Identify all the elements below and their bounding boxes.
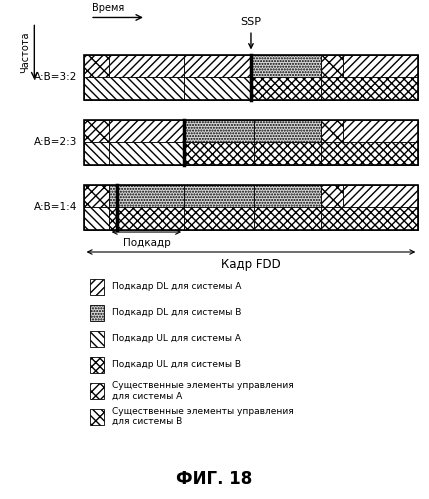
- Text: ФИГ. 18: ФИГ. 18: [176, 470, 253, 488]
- Bar: [184, 142, 254, 165]
- Text: Частота: Частота: [20, 31, 30, 73]
- Bar: [251, 55, 321, 77]
- Text: Существенные элементы управления
для системы B: Существенные элементы управления для сис…: [112, 407, 294, 426]
- Bar: [184, 207, 254, 230]
- Bar: [84, 55, 418, 100]
- Text: Подкадр UL для системы A: Подкадр UL для системы A: [112, 334, 242, 343]
- Bar: [254, 207, 321, 230]
- Text: Подкадр DL для системы A: Подкадр DL для системы A: [112, 282, 242, 291]
- Bar: [90, 331, 104, 347]
- Bar: [184, 185, 254, 207]
- Bar: [184, 120, 254, 142]
- Bar: [184, 55, 251, 77]
- Text: Существенные элементы управления
для системы A: Существенные элементы управления для сис…: [112, 381, 294, 400]
- Bar: [109, 185, 184, 207]
- Bar: [84, 185, 109, 207]
- Bar: [84, 142, 109, 165]
- Bar: [251, 77, 321, 100]
- Bar: [84, 207, 109, 230]
- Bar: [90, 305, 104, 321]
- Bar: [90, 383, 104, 399]
- Bar: [90, 279, 104, 295]
- Text: SSP: SSP: [241, 17, 261, 48]
- Bar: [184, 77, 251, 100]
- Text: Подкадр UL для системы B: Подкадр UL для системы B: [112, 360, 242, 369]
- Bar: [321, 120, 343, 142]
- Text: A:B=1:4: A:B=1:4: [34, 202, 77, 212]
- Bar: [84, 55, 109, 77]
- Bar: [321, 185, 343, 207]
- Bar: [90, 409, 104, 425]
- Bar: [84, 185, 418, 230]
- Bar: [84, 120, 418, 165]
- Bar: [84, 120, 109, 142]
- Text: A:B=2:3: A:B=2:3: [34, 137, 77, 147]
- Bar: [321, 77, 418, 100]
- Text: Кадр FDD: Кадр FDD: [221, 258, 281, 271]
- Bar: [321, 55, 343, 77]
- Bar: [254, 120, 321, 142]
- Bar: [109, 142, 184, 165]
- Bar: [90, 357, 104, 373]
- Bar: [109, 120, 184, 142]
- Bar: [109, 55, 184, 77]
- Bar: [109, 207, 184, 230]
- Bar: [254, 142, 321, 165]
- Bar: [343, 185, 418, 207]
- Text: Подкадр DL для системы B: Подкадр DL для системы B: [112, 308, 242, 317]
- Bar: [321, 207, 418, 230]
- Bar: [321, 142, 418, 165]
- Bar: [254, 185, 321, 207]
- Text: Время: Время: [92, 3, 124, 13]
- Bar: [84, 77, 184, 100]
- Bar: [343, 55, 418, 77]
- Text: A:B=3:2: A:B=3:2: [34, 72, 77, 82]
- Text: Подкадр: Подкадр: [123, 238, 170, 248]
- Bar: [343, 120, 418, 142]
